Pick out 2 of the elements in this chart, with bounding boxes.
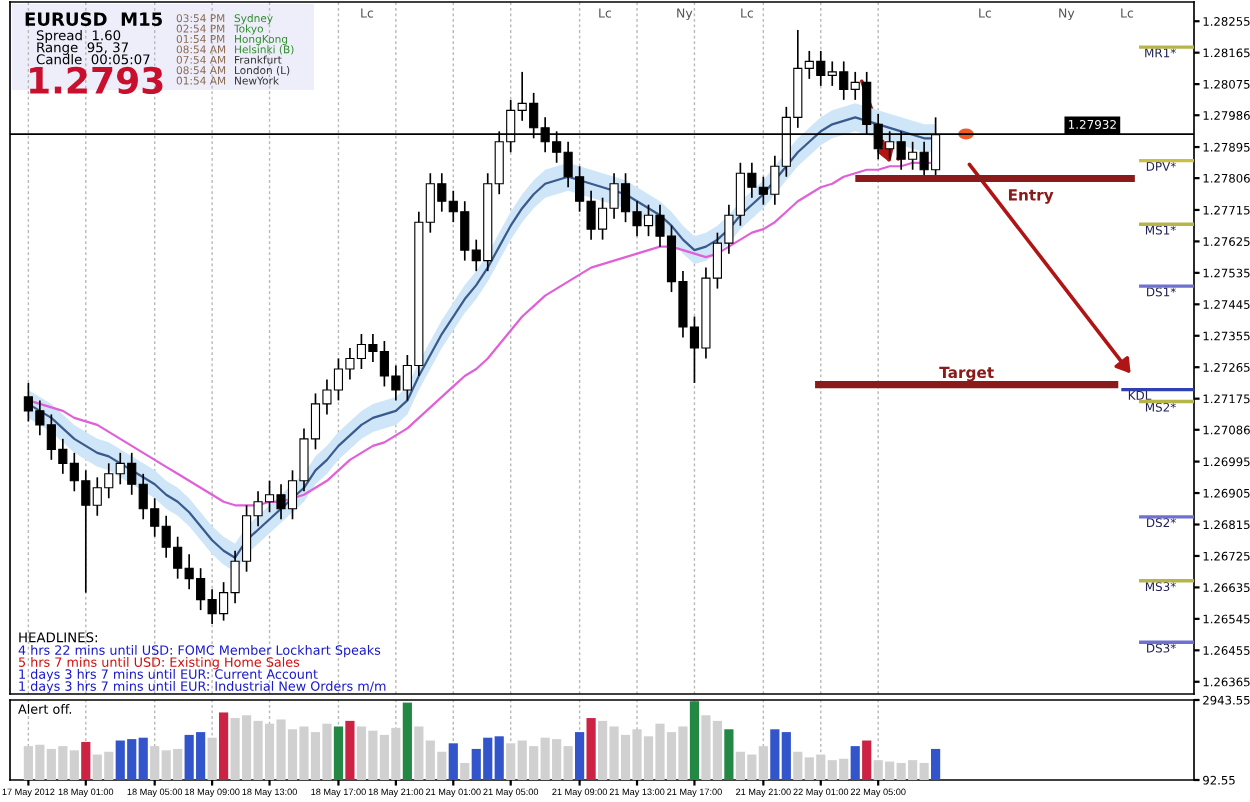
annotation: 1.2793 xyxy=(30,66,163,94)
annotation: EURUSD M15 xyxy=(25,12,162,26)
